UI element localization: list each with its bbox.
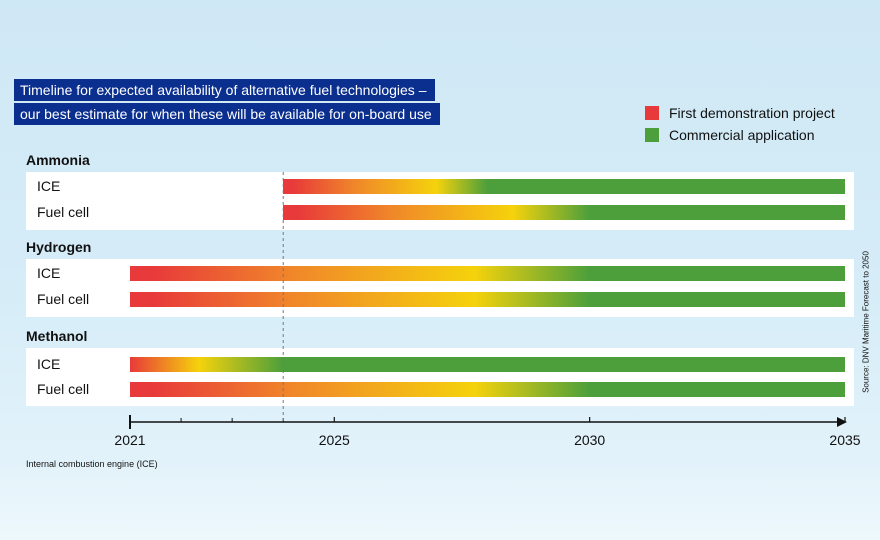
legend: First demonstration project Commercial a…	[645, 102, 835, 146]
chart-title-line-1: Timeline for expected availability of al…	[14, 79, 435, 101]
bar-methanol-ice	[130, 357, 845, 372]
legend-swatch-red	[645, 106, 659, 120]
axis-arrow	[837, 417, 847, 427]
row-label-ammonia-fuel-cell: Fuel cell	[37, 204, 90, 220]
bar-hydrogen-fuel-cell	[130, 292, 845, 307]
chart-title-line-2: our best estimate for when these will be…	[14, 103, 440, 125]
axis-tick-label: 2025	[318, 432, 350, 448]
legend-label: Commercial application	[669, 127, 815, 143]
row-label-methanol-fuel-cell: Fuel cell	[37, 381, 90, 397]
group-title-hydrogen: Hydrogen	[26, 239, 92, 255]
legend-item-first-demonstration: First demonstration project	[645, 102, 835, 124]
legend-swatch-green	[645, 128, 659, 142]
bar-methanol-fuel-cell	[130, 382, 845, 397]
axis-tick-label: 2021	[114, 432, 146, 448]
legend-item-commercial: Commercial application	[645, 124, 835, 146]
axis-tick-label: 2030	[574, 432, 606, 448]
legend-label: First demonstration project	[669, 105, 835, 121]
source-credit: Source: DNV Maritime Forecast to 2050	[861, 251, 871, 393]
footnote: Internal combustion engine (ICE)	[26, 459, 158, 469]
axis-tick-label: 2035	[829, 432, 861, 448]
bar-hydrogen-ice	[130, 266, 845, 281]
bar-ammonia-fuel-cell	[283, 205, 845, 220]
row-label-ammonia-ice: ICE	[37, 178, 61, 194]
group-title-methanol: Methanol	[26, 328, 88, 344]
axis-ticks	[129, 415, 846, 429]
row-label-hydrogen-fuel-cell: Fuel cell	[37, 291, 90, 307]
row-label-methanol-ice: ICE	[37, 356, 61, 372]
row-label-hydrogen-ice: ICE	[37, 265, 61, 281]
group-title-ammonia: Ammonia	[26, 152, 90, 168]
bar-ammonia-ice	[283, 179, 845, 194]
